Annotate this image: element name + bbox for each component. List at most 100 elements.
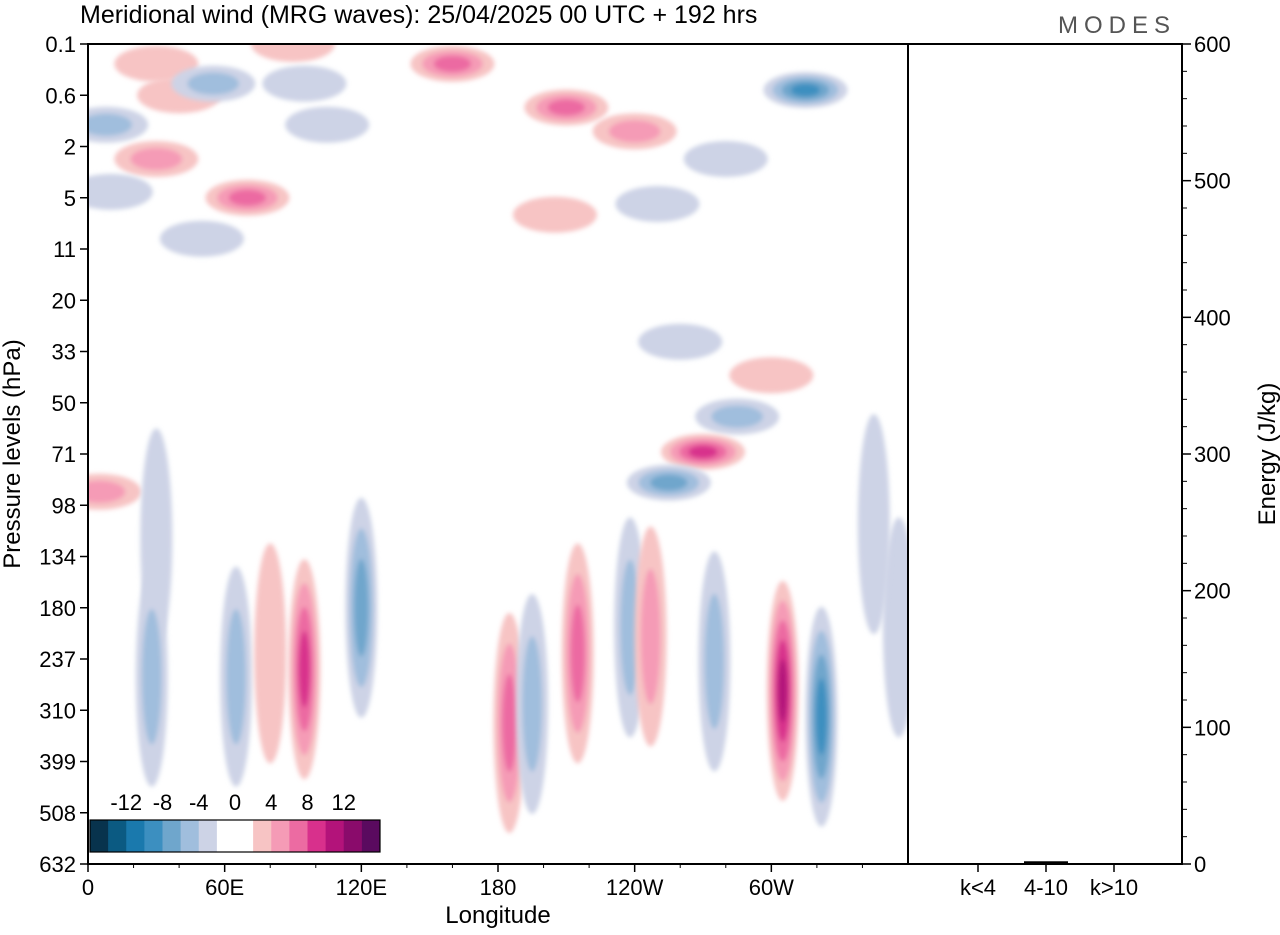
x-axis-label: Longitude xyxy=(445,902,550,929)
wind-contour xyxy=(88,173,153,210)
wind-blob xyxy=(285,106,370,143)
y-tick-label: 98 xyxy=(52,493,76,518)
wind-blob xyxy=(683,140,768,177)
wind-contour xyxy=(228,189,267,206)
wind-contour xyxy=(815,678,828,755)
wind-contour xyxy=(114,45,199,82)
y-tick-label: 2 xyxy=(64,135,76,160)
wind-blob xyxy=(661,433,745,470)
wind-blob xyxy=(410,45,495,82)
colorbar-swatch xyxy=(307,820,327,852)
energy-bars: k<4 4-10 k>10 xyxy=(956,861,1138,900)
wind-contour xyxy=(262,65,347,102)
colorbar-swatch xyxy=(361,820,381,852)
modes-logo: MODES xyxy=(1058,12,1176,39)
chart-title: Meridional wind (MRG waves): 25/04/2025 … xyxy=(80,1,757,29)
wind-blob xyxy=(615,185,700,222)
wind-contour xyxy=(711,405,763,428)
energy-axis-label: Energy (J/kg) xyxy=(1254,383,1280,526)
energy-tick-label: 500 xyxy=(1194,169,1231,194)
wind-blob xyxy=(114,140,199,177)
wind-contour xyxy=(226,608,246,745)
wind-contour xyxy=(608,120,661,143)
colorbar-swatch xyxy=(198,820,218,852)
y-tick-label: 71 xyxy=(52,442,76,467)
colorbar-swatch xyxy=(235,820,254,852)
colorbar-label: -8 xyxy=(153,790,173,815)
wind-blob xyxy=(220,566,253,787)
wind-blob xyxy=(626,464,711,501)
wind-contour xyxy=(251,44,335,62)
wind-contour xyxy=(570,604,585,703)
wind-contour-layer xyxy=(88,44,908,833)
x-tick-label: 120W xyxy=(606,875,664,900)
wind-blob xyxy=(638,323,723,360)
colorbar-swatch xyxy=(253,820,272,852)
wind-blob xyxy=(88,173,153,210)
colorbar-swatch xyxy=(144,820,163,852)
wind-contour xyxy=(130,147,183,171)
wind-blob xyxy=(695,398,780,435)
energy-plot-frame xyxy=(907,43,1183,865)
colorbar-swatch xyxy=(108,820,127,852)
colorbar-label: -12 xyxy=(110,790,142,815)
wind-contour xyxy=(285,106,370,143)
wind-blob xyxy=(805,606,838,827)
energy-tick-label: 200 xyxy=(1194,579,1231,604)
wind-blob xyxy=(135,566,168,787)
colorbar-swatch xyxy=(162,820,182,852)
y-tick-label: 180 xyxy=(39,596,76,621)
wind-blob xyxy=(159,220,244,257)
wind-contour xyxy=(640,568,661,705)
colorbar-swatch xyxy=(216,820,236,852)
wind-blob xyxy=(512,196,597,233)
y-tick-label: 632 xyxy=(39,852,76,877)
colorbar-label: 8 xyxy=(301,790,313,815)
wind-blob xyxy=(766,580,799,801)
colorbar-swatch xyxy=(325,820,345,852)
wind-blob xyxy=(524,89,609,126)
y-tick-label: 11 xyxy=(53,237,76,262)
energy-category-label: 4-10 xyxy=(1024,875,1068,900)
wind-contour xyxy=(502,674,517,772)
energy-tick-label: 600 xyxy=(1194,32,1231,57)
wind-blob xyxy=(171,65,256,102)
energy-tick-label: 300 xyxy=(1194,442,1231,467)
wind-blob xyxy=(698,551,731,772)
wind-contour xyxy=(729,357,814,394)
wind-contour xyxy=(638,323,723,360)
colorbar-swatch xyxy=(90,820,109,852)
y-tick-label: 134 xyxy=(39,545,76,570)
colorbar-label: 0 xyxy=(229,790,241,815)
wind-contour xyxy=(857,414,890,635)
y-tick-label: 50 xyxy=(52,391,76,416)
wind-blob xyxy=(592,113,677,150)
wind-blob xyxy=(516,593,549,814)
wind-contour xyxy=(778,659,788,723)
wind-contour xyxy=(354,558,369,657)
longitude-axis: 0 60E 120E 180 120W 60W xyxy=(82,864,863,900)
wind-contour xyxy=(615,185,700,222)
y-tick-label: 237 xyxy=(39,647,76,672)
wind-blob xyxy=(205,179,290,216)
colorbar-label: 12 xyxy=(332,790,356,815)
wind-blob xyxy=(763,72,848,109)
y-tick-label: 33 xyxy=(52,340,76,365)
y-axis-label: Pressure levels (hPa) xyxy=(0,339,26,568)
energy-axis: 0 100 200 300 400 500 600 xyxy=(1182,32,1231,877)
colorbar-label: -4 xyxy=(189,790,209,815)
wind-blob xyxy=(345,497,378,718)
y-tick-label: 508 xyxy=(39,801,76,826)
y-tick-label: 0.6 xyxy=(45,83,76,108)
wind-blob xyxy=(729,357,814,394)
y-tick-label: 399 xyxy=(39,750,76,775)
wind-blob xyxy=(251,44,335,62)
wind-contour xyxy=(512,196,597,233)
wind-contour xyxy=(88,480,126,503)
wind-contour xyxy=(650,474,688,491)
wind-contour xyxy=(547,99,586,116)
energy-tick-label: 0 xyxy=(1194,852,1206,877)
colorbar-frame xyxy=(89,819,381,853)
x-tick-label: 120E xyxy=(336,875,387,900)
